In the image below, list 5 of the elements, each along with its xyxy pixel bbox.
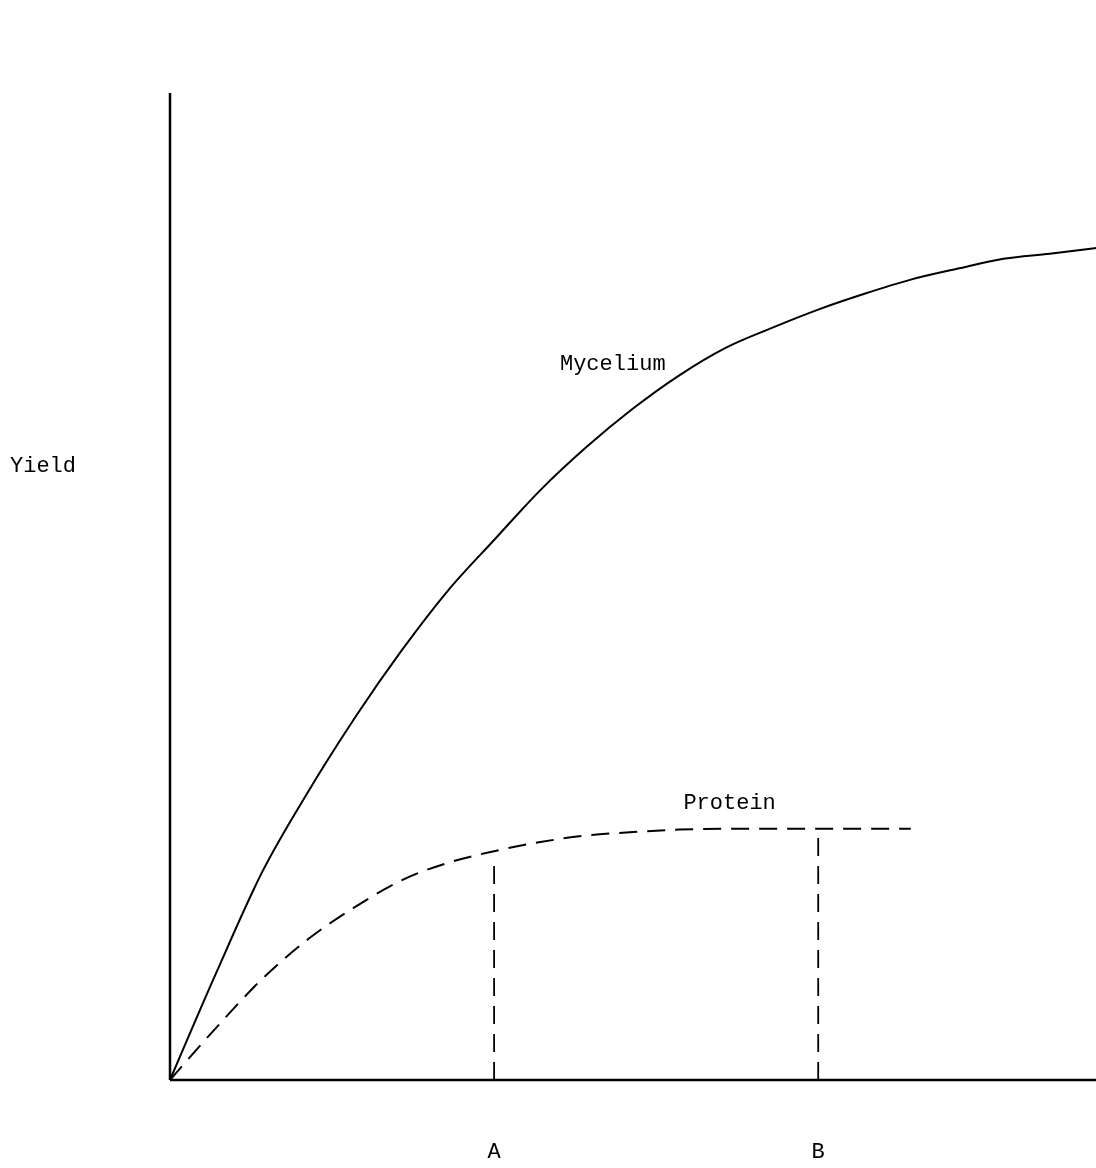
- x-tick-label: B: [811, 1140, 825, 1165]
- series-label: Mycelium: [559, 351, 666, 377]
- x-tick-label: A: [487, 1140, 502, 1165]
- series-label: Protein: [683, 790, 776, 816]
- y-axis-title: Yield: [10, 454, 77, 479]
